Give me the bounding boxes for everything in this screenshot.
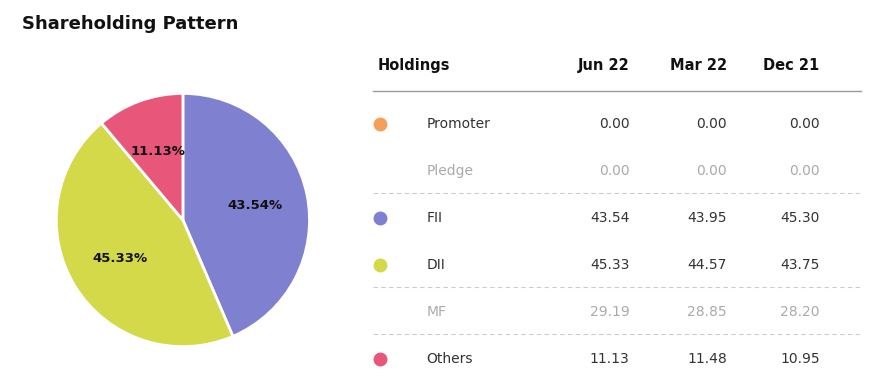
Text: 45.30: 45.30 [780,211,820,225]
Wedge shape [101,93,183,220]
Text: Others: Others [427,352,473,366]
Text: 0.00: 0.00 [789,117,820,130]
Text: 43.75: 43.75 [780,258,820,272]
Text: FII: FII [427,211,442,225]
Text: 28.85: 28.85 [687,305,727,319]
Text: 0.00: 0.00 [599,164,630,178]
Text: 45.33: 45.33 [590,258,630,272]
Text: 43.54: 43.54 [590,211,630,225]
Text: 10.95: 10.95 [780,352,820,366]
Text: 43.54%: 43.54% [227,199,282,212]
Text: 11.13: 11.13 [590,352,630,366]
Text: DII: DII [427,258,445,272]
Text: 44.57: 44.57 [688,258,727,272]
Text: 43.95: 43.95 [687,211,727,225]
Text: 29.19: 29.19 [590,305,630,319]
Text: Shareholding Pattern: Shareholding Pattern [22,15,238,34]
Wedge shape [183,93,309,336]
Text: 11.48: 11.48 [687,352,727,366]
Text: 45.33%: 45.33% [93,252,148,265]
Text: 11.13%: 11.13% [131,144,186,157]
Text: 0.00: 0.00 [697,117,727,130]
Text: 0.00: 0.00 [599,117,630,130]
Text: MF: MF [427,305,447,319]
Text: Mar 22: Mar 22 [670,58,727,73]
Text: Pledge: Pledge [427,164,474,178]
Text: 0.00: 0.00 [697,164,727,178]
Wedge shape [57,123,233,347]
Text: 28.20: 28.20 [780,305,820,319]
Text: 0.00: 0.00 [789,164,820,178]
Text: Promoter: Promoter [427,117,490,130]
Text: Dec 21: Dec 21 [763,58,820,73]
Text: Jun 22: Jun 22 [577,58,630,73]
Text: Holdings: Holdings [378,58,450,73]
